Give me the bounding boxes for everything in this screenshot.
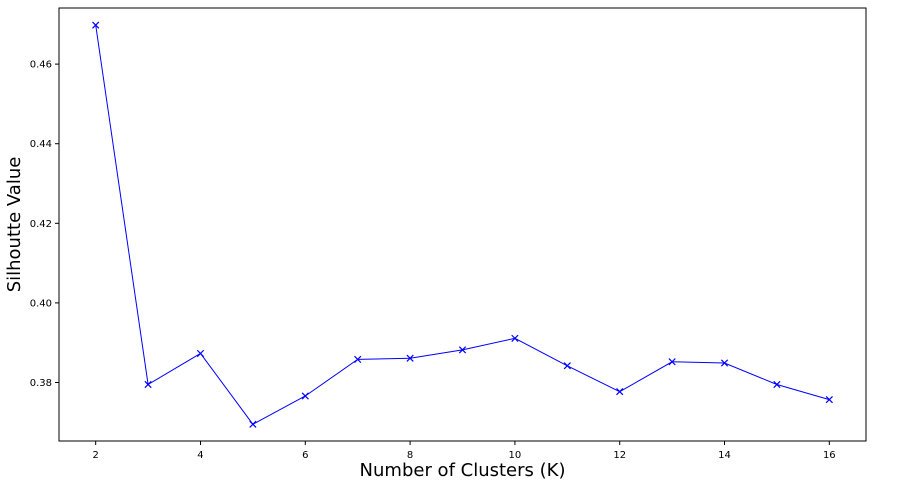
data-point-marker	[668, 358, 676, 366]
data-point-marker	[406, 354, 414, 362]
data-point-marker	[773, 380, 781, 389]
data-point-marker	[511, 334, 519, 342]
y-tick-label: 0.44	[30, 139, 52, 150]
y-axis-ticks: 0.38 0.40 0.42 0.44 0.46	[30, 60, 59, 389]
plot-area-frame	[58, 7, 867, 442]
data-point-marker	[720, 359, 729, 367]
x-axis-label: Number of Clusters (K)	[360, 460, 566, 481]
data-point-marker	[301, 392, 309, 400]
data-point-marker	[196, 349, 205, 358]
y-tick-label: 0.42	[30, 219, 52, 230]
data-point-marker	[249, 420, 257, 428]
x-tick-label: 16	[823, 450, 836, 461]
y-tick-label: 0.40	[30, 298, 52, 309]
x-tick-label: 8	[407, 450, 413, 461]
x-tick-label: 10	[509, 450, 522, 461]
data-point-marker	[563, 362, 571, 370]
x-tick-label: 4	[197, 450, 203, 461]
data-point-marker	[616, 388, 624, 396]
series-line	[95, 25, 830, 425]
data-point-marker	[92, 21, 100, 29]
series-markers	[92, 21, 833, 428]
x-tick-label: 14	[718, 450, 731, 461]
y-tick-label: 0.46	[30, 60, 52, 71]
x-tick-label: 6	[302, 450, 308, 461]
x-tick-label: 12	[613, 450, 626, 461]
x-tick-label: 2	[92, 450, 98, 461]
data-point-marker	[458, 346, 467, 354]
x-axis-ticks: 2 4 6 8 10 12 14 16	[92, 441, 836, 461]
y-axis-label: Silhoutte Value	[4, 157, 25, 293]
data-point-marker	[354, 355, 362, 364]
data-point-marker	[825, 395, 833, 404]
y-tick-label: 0.38	[30, 378, 52, 389]
data-point-marker	[144, 380, 152, 389]
